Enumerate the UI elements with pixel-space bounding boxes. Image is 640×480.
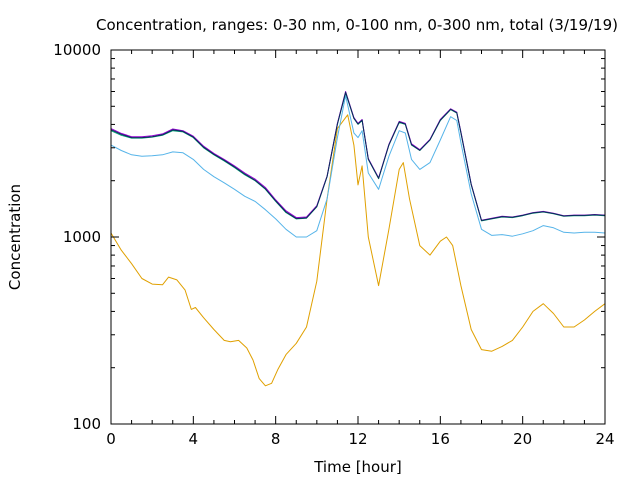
y-tick-label: 1000: [63, 228, 101, 246]
series-line-3: [110, 92, 606, 222]
series-layer: [110, 91, 606, 387]
plot-frame: [110, 49, 606, 425]
x-tick-label: 12: [348, 430, 367, 448]
x-tick-label: 24: [595, 430, 614, 448]
y-axis-label: Concentration: [6, 184, 24, 290]
y-tick-label: 100: [72, 415, 101, 433]
x-tick-label: 16: [431, 430, 450, 448]
y-tick-label: 10000: [53, 41, 101, 59]
x-axis-label: Time [hour]: [313, 458, 402, 476]
x-tick-label: 0: [106, 430, 116, 448]
series-line-5: [110, 91, 606, 221]
series-line-2: [110, 95, 606, 238]
x-tick-label: 4: [189, 430, 199, 448]
tick-layer: 0 4 8 12 16 20 24 100 1000 10000: [53, 41, 614, 448]
series-line-1: [110, 114, 606, 387]
x-tick-label: 20: [513, 430, 532, 448]
series-line-4: [110, 91, 606, 221]
chart-title: Concentration, ranges: 0-30 nm, 0-100 nm…: [96, 16, 618, 34]
x-tick-label: 8: [271, 430, 281, 448]
